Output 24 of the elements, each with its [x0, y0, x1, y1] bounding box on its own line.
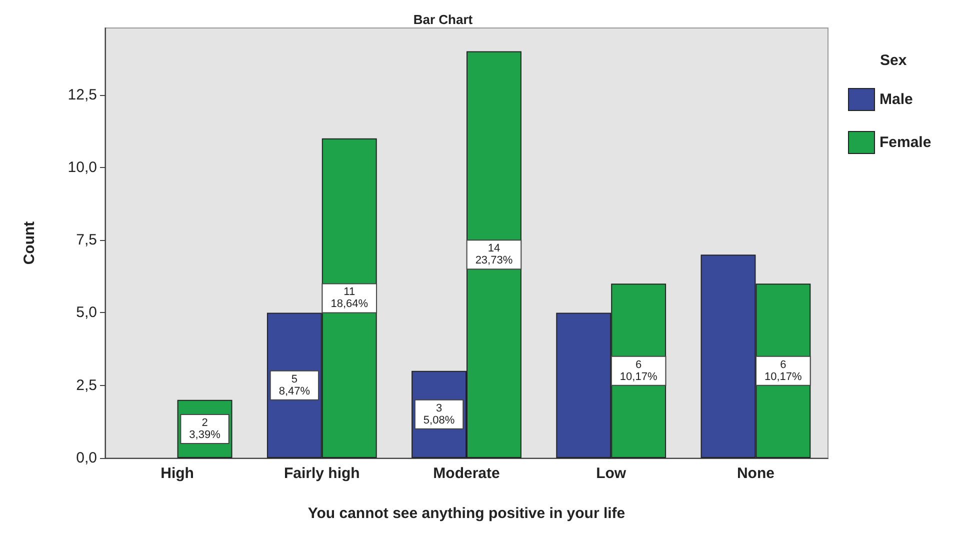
y-tick-label: 12,5 [68, 86, 97, 104]
legend-label: Male [880, 91, 913, 108]
y-tick-label: 10,0 [68, 158, 97, 176]
chart-title: Bar Chart [413, 12, 474, 27]
data-label: 3 5,08% [423, 402, 455, 426]
data-label: 11 18,64% [330, 286, 368, 310]
y-tick-label: 5,0 [76, 304, 97, 322]
x-tick-label: Fairly high [284, 465, 360, 482]
y-tick-label: 7,5 [76, 232, 97, 249]
y-tick-label: 0,0 [76, 450, 97, 466]
x-tick-label: Moderate [433, 465, 500, 482]
legend-title: Sex [880, 52, 908, 69]
data-label: 5 8,47% [278, 373, 310, 398]
data-label: 2 3,39% [189, 416, 221, 441]
y-axis-title: Count [21, 221, 38, 265]
x-tick-label: High [160, 465, 194, 482]
data-label: 14 23,73% [475, 242, 513, 267]
x-tick-label: None [736, 465, 774, 482]
data-label: 6 10,17% [620, 358, 658, 383]
x-tick-label: Low [596, 465, 626, 482]
legend-label: Female [880, 134, 932, 151]
data-label: 6 10,17% [764, 358, 802, 383]
y-tick-label: 2,5 [76, 376, 97, 394]
x-axis-title: You cannot see anything positive in your life [308, 505, 626, 522]
